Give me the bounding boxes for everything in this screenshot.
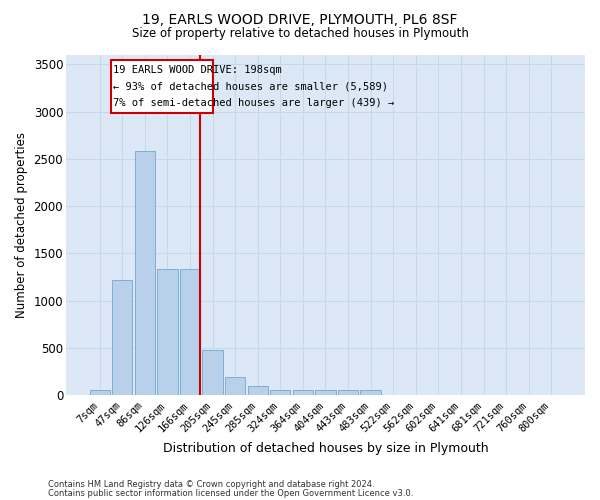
Bar [112,280,133,395]
Text: 19 EARLS WOOD DRIVE: 198sqm: 19 EARLS WOOD DRIVE: 198sqm [113,65,282,75]
Text: 19, EARLS WOOD DRIVE, PLYMOUTH, PL6 8SF: 19, EARLS WOOD DRIVE, PLYMOUTH, PL6 8SF [142,12,458,26]
Text: 7% of semi-detached houses are larger (439) →: 7% of semi-detached houses are larger (4… [113,98,395,108]
Bar [316,390,335,395]
Text: Contains HM Land Registry data © Crown copyright and database right 2024.: Contains HM Land Registry data © Crown c… [48,480,374,489]
Bar [180,268,200,395]
Bar [338,390,358,395]
Y-axis label: Number of detached properties: Number of detached properties [15,132,28,318]
Bar [202,350,223,395]
Text: Contains public sector information licensed under the Open Government Licence v3: Contains public sector information licen… [48,488,413,498]
Text: ← 93% of detached houses are smaller (5,589): ← 93% of detached houses are smaller (5,… [113,82,388,92]
X-axis label: Distribution of detached houses by size in Plymouth: Distribution of detached houses by size … [163,442,488,455]
Bar [248,386,268,395]
Bar [135,152,155,395]
FancyBboxPatch shape [110,60,213,112]
Bar [89,390,110,395]
Bar [361,390,381,395]
Bar [157,268,178,395]
Bar [293,390,313,395]
Text: Size of property relative to detached houses in Plymouth: Size of property relative to detached ho… [131,28,469,40]
Bar [225,378,245,395]
Bar [270,390,290,395]
